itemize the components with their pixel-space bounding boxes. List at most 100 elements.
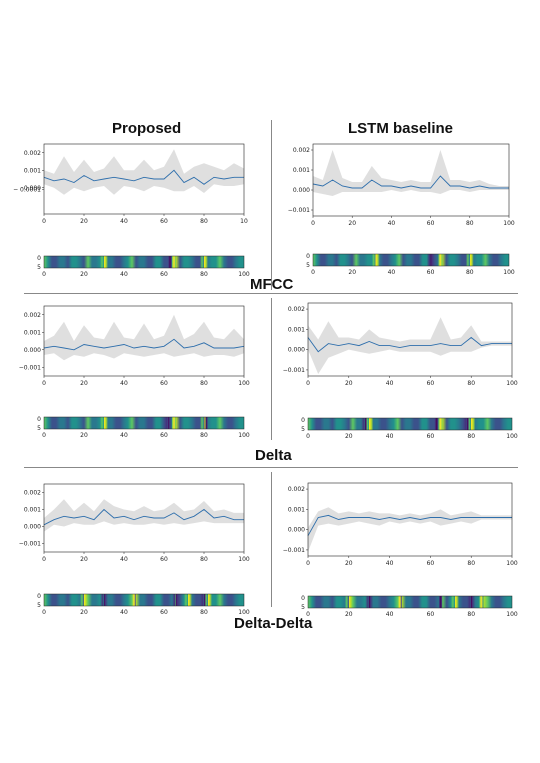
y-tick-label: 0.002 (288, 306, 305, 313)
y-tick-label: 0.001 (293, 167, 310, 174)
heat-x-tick-label: 0 (42, 432, 46, 439)
x-tick-label: 80 (200, 218, 208, 225)
heatmap-strip (43, 416, 245, 430)
heatmap-strip (307, 417, 513, 431)
plot-frame (307, 482, 513, 557)
heat-y-tick-label: 0 (301, 595, 305, 602)
series-line (307, 336, 512, 353)
heat-x-tick-label: 40 (388, 269, 396, 276)
x-tick-label: 80 (467, 380, 475, 387)
series-line (312, 175, 509, 189)
std-band (44, 499, 244, 532)
heat-y-tick-label: 5 (301, 426, 305, 433)
plot-frame (312, 143, 510, 217)
heat-x-tick-label: 20 (345, 433, 353, 440)
heat-x-tick-label: 0 (306, 611, 310, 618)
heat-x-tick-label: 80 (200, 609, 208, 616)
heat-y-tick-label: 5 (37, 425, 41, 432)
y-tick-label: −0.001 (288, 207, 310, 214)
x-tick-label: 40 (120, 380, 128, 387)
x-tick-label: 0 (42, 380, 46, 387)
heat-x-tick-label: 0 (42, 609, 46, 616)
heat-x-tick-label: 20 (348, 269, 356, 276)
heatmap-strip (312, 253, 510, 267)
x-tick-label: 80 (200, 380, 208, 387)
x-tick-label: 100 (506, 380, 518, 387)
y-tick-label: −0.001 (283, 547, 305, 554)
x-tick-label: 40 (388, 220, 396, 227)
heat-y-tick-label: 0 (37, 416, 41, 423)
heat-x-tick-label: 80 (467, 433, 475, 440)
y-tick-label: − 0.0001 (13, 187, 41, 194)
heat-x-tick-label: 0 (306, 433, 310, 440)
heat-y-tick-label: 5 (37, 264, 41, 271)
heat-x-tick-label: 100 (506, 611, 518, 618)
x-tick-label: 40 (386, 560, 394, 567)
heat-y-tick-label: 0 (37, 593, 41, 600)
plot-frame (307, 302, 513, 377)
y-tick-label: 0.000 (24, 524, 41, 531)
x-tick-label: 20 (80, 218, 88, 225)
x-tick-label: 60 (160, 218, 168, 225)
section-divider (24, 467, 518, 469)
y-tick-label: 0.002 (288, 486, 305, 493)
x-tick-label: 40 (386, 380, 394, 387)
y-tick-label: −0.001 (283, 367, 305, 374)
x-tick-label: 0 (311, 220, 315, 227)
heatmap-strip (43, 255, 245, 269)
x-tick-label: 100 (506, 560, 518, 567)
y-tick-label: 0.001 (24, 507, 41, 514)
y-tick-label: 0.002 (24, 150, 41, 157)
x-tick-label: 100 (238, 380, 250, 387)
heat-x-tick-label: 20 (345, 611, 353, 618)
y-tick-label: 0.001 (24, 329, 41, 336)
y-tick-label: 0.000 (293, 187, 310, 194)
x-tick-label: 20 (345, 380, 353, 387)
heatmap-strip (307, 595, 513, 609)
series-line (307, 514, 512, 536)
x-tick-label: 80 (466, 220, 474, 227)
y-tick-label: 0.000 (288, 527, 305, 534)
x-tick-label: 80 (200, 556, 208, 563)
heat-x-tick-label: 40 (386, 611, 394, 618)
heat-x-tick-label: 80 (200, 432, 208, 439)
heat-x-tick-label: 60 (160, 432, 168, 439)
plot-frame (43, 143, 245, 215)
heat-x-tick-label: 100 (238, 432, 250, 439)
x-tick-label: 10 (240, 218, 248, 225)
std-band (313, 150, 509, 196)
std-band (44, 314, 244, 361)
heat-x-tick-label: 80 (200, 271, 208, 278)
heat-y-tick-label: 0 (37, 255, 41, 262)
heat-x-tick-label: 40 (120, 432, 128, 439)
x-tick-label: 60 (427, 220, 435, 227)
x-tick-label: 0 (306, 560, 310, 567)
vertical-divider (271, 120, 272, 290)
y-tick-label: 0.002 (293, 147, 310, 154)
x-tick-label: 0 (42, 556, 46, 563)
heat-x-tick-label: 100 (503, 269, 515, 276)
y-tick-label: −0.001 (19, 541, 41, 548)
x-tick-label: 40 (120, 218, 128, 225)
x-tick-label: 20 (348, 220, 356, 227)
heat-y-tick-label: 5 (301, 604, 305, 611)
x-tick-label: 60 (427, 560, 435, 567)
y-tick-label: 0.001 (24, 167, 41, 174)
x-tick-label: 20 (345, 560, 353, 567)
section-label-delta: Delta (255, 447, 292, 464)
series-line (43, 338, 245, 351)
heat-x-tick-label: 60 (427, 269, 435, 276)
heat-x-tick-label: 100 (506, 433, 518, 440)
x-tick-label: 80 (467, 560, 475, 567)
heat-x-tick-label: 40 (120, 271, 128, 278)
heat-y-tick-label: 5 (306, 262, 310, 269)
std-band (44, 149, 244, 195)
y-tick-label: 0.002 (24, 490, 41, 497)
y-tick-label: 0.000 (288, 347, 305, 354)
heat-y-tick-label: 5 (37, 602, 41, 609)
